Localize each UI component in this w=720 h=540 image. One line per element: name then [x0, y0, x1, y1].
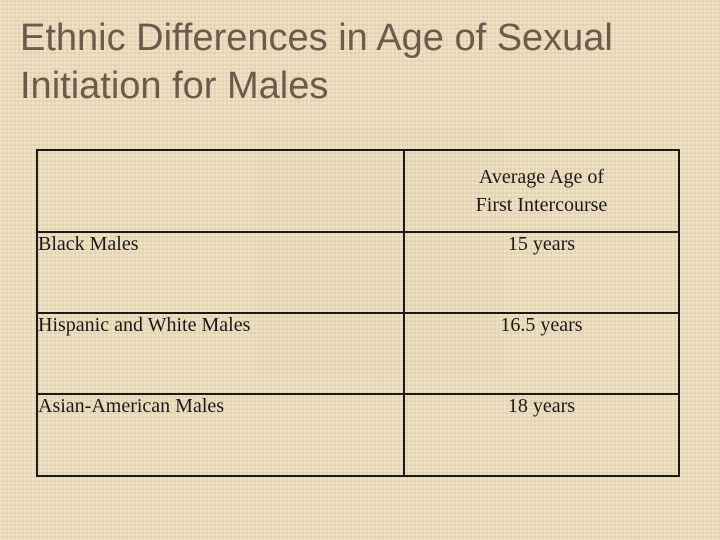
- table-header-row: Average Age of First Intercourse: [36, 149, 680, 233]
- table-row: Hispanic and White Males 16.5 years: [36, 312, 680, 395]
- age-cell: 16.5 years: [403, 312, 680, 395]
- age-cell: 18 years: [403, 393, 680, 477]
- table-row: Asian-American Males 18 years: [36, 393, 680, 477]
- slide-title-line-1: Ethnic Differences in Age of Sexual: [20, 17, 613, 59]
- group-cell: Black Males: [36, 231, 405, 314]
- table-header-line-1: Average Age of: [478, 166, 605, 188]
- group-cell: Hispanic and White Males: [36, 312, 405, 395]
- age-table: Average Age of First Intercourse Black M…: [36, 149, 680, 477]
- table-header-empty-cell: [36, 149, 405, 233]
- table-header-line-2: First Intercourse: [475, 194, 608, 216]
- table-header-average-age: Average Age of First Intercourse: [403, 149, 680, 233]
- table-row: Black Males 15 years: [36, 231, 680, 314]
- slide-title: Ethnic Differences in Age of Sexual Init…: [20, 14, 710, 110]
- slide-title-line-2: Initiation for Males: [20, 65, 329, 107]
- age-cell: 15 years: [403, 231, 680, 314]
- group-cell: Asian-American Males: [36, 393, 405, 477]
